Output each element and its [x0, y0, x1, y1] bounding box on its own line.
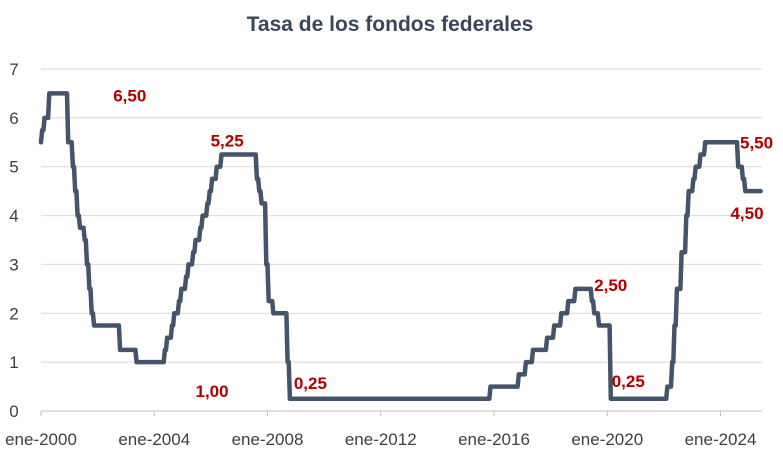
chart-title: Tasa de los fondos federales: [247, 13, 534, 36]
annotation-label: 5,25: [211, 132, 244, 151]
x-axis-ticks: ene-2000 ene-2004 ene-2008 ene-2012 ene-2016…: [5, 411, 756, 449]
y-tick-label: 4: [9, 207, 18, 226]
annotation-label: 0,25: [294, 374, 327, 393]
y-tick-label: 6: [9, 109, 18, 128]
x-tick-label: ene-2000: [5, 430, 77, 449]
y-tick-label: 7: [9, 60, 18, 79]
series-layer: [38, 91, 763, 402]
annotation-label: 0,25: [612, 372, 645, 391]
annotation-label: 2,50: [594, 276, 627, 295]
y-tick-label: 0: [9, 402, 18, 421]
annotation-label: 1,00: [195, 382, 228, 401]
x-tick-label: ene-2024: [685, 430, 757, 449]
annotation-label: 6,50: [113, 86, 146, 105]
annotations: 6,50 1,00 5,25 0,25 2,50 0,25 5,50 4,50: [113, 86, 773, 401]
y-tick-label: 5: [9, 158, 18, 177]
annotation-label: 4,50: [730, 204, 763, 223]
x-tick-label: ene-2020: [571, 430, 643, 449]
x-tick-label: ene-2012: [345, 430, 417, 449]
x-tick-label: ene-2004: [118, 430, 190, 449]
y-axis-ticks: 0 1 2 3 4 5 6 7: [9, 60, 18, 421]
annotation-label: 5,50: [740, 133, 773, 152]
y-tick-label: 3: [9, 255, 18, 274]
fed-funds-rate-line: [38, 91, 763, 402]
gridlines: [41, 68, 762, 412]
x-tick-label: ene-2008: [232, 430, 304, 449]
y-tick-label: 1: [9, 353, 18, 372]
x-tick-label: ene-2016: [458, 430, 530, 449]
y-tick-label: 2: [9, 304, 18, 323]
